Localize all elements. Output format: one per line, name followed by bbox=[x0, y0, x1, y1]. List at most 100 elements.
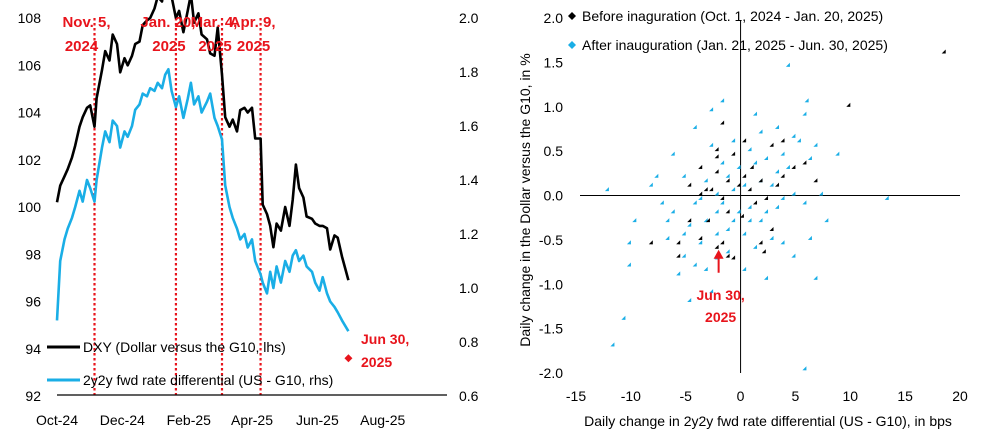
legend-after-label: After inauguration (Jan. 21, 2025 - Jun.… bbox=[582, 37, 888, 53]
before-point bbox=[764, 195, 769, 200]
after-point bbox=[720, 200, 725, 205]
after-point bbox=[807, 235, 812, 240]
before-point bbox=[725, 209, 730, 214]
x-tick-label: Jun-25 bbox=[296, 412, 339, 428]
before-point bbox=[648, 240, 653, 245]
after-point bbox=[731, 138, 736, 143]
left-axis-tick-labels: 92 94 96 98 100 102 104 106 108 bbox=[18, 10, 42, 404]
after-point bbox=[665, 235, 670, 240]
scatter-y-axis-label: Daily change in the Dollar versus the G1… bbox=[517, 53, 533, 346]
after-point bbox=[764, 275, 769, 280]
right-tick-label: 1.8 bbox=[459, 64, 479, 80]
right-tick-label: 2.0 bbox=[459, 10, 479, 26]
after-point bbox=[714, 191, 719, 196]
after-point bbox=[626, 262, 631, 267]
after-point bbox=[813, 142, 818, 147]
legend-dxy-label: DXY (Dollar versus the G10, lhs) bbox=[83, 339, 286, 355]
after-point bbox=[775, 169, 780, 174]
end-annotation-year: 2025 bbox=[361, 354, 392, 370]
before-point bbox=[739, 213, 744, 218]
event-label-year: 2025 bbox=[198, 38, 231, 55]
after-point bbox=[780, 151, 785, 156]
after-point bbox=[747, 218, 752, 223]
after-point bbox=[884, 195, 889, 200]
after-point bbox=[714, 231, 719, 236]
after-point bbox=[626, 240, 631, 245]
after-point bbox=[676, 271, 681, 276]
after-point bbox=[654, 173, 659, 178]
scatter-y-tick-label: -2.0 bbox=[539, 365, 563, 381]
before-point bbox=[698, 164, 703, 169]
x-tick-label: Aug-25 bbox=[360, 412, 405, 428]
before-point bbox=[753, 200, 758, 205]
scatter-y-tick-label: -0.5 bbox=[539, 232, 563, 248]
scatter-y-tick-label: 1.5 bbox=[544, 54, 564, 70]
scatter-annotation: Jun 30, 2025 bbox=[697, 249, 745, 325]
before-point bbox=[769, 227, 774, 232]
after-point bbox=[802, 366, 807, 371]
scatter-x-axis-label: Daily change in 2y2y fwd rate differenti… bbox=[584, 413, 952, 429]
after-point bbox=[604, 187, 609, 192]
after-point bbox=[725, 173, 730, 178]
after-point bbox=[725, 249, 730, 254]
after-point bbox=[681, 173, 686, 178]
end-annotation-date: Jun 30, bbox=[361, 331, 409, 347]
right-tick-label: 1.2 bbox=[459, 226, 479, 242]
before-point bbox=[791, 164, 796, 169]
after-point bbox=[687, 298, 692, 303]
after-point bbox=[709, 107, 714, 112]
before-point bbox=[676, 253, 681, 258]
after-point bbox=[747, 147, 752, 152]
right-tick-label: 1.4 bbox=[459, 172, 479, 188]
legend-before-label: Before inaguration (Oct. 1, 2024 - Jan. … bbox=[582, 8, 883, 24]
dxy-line bbox=[55, 0, 350, 281]
annotation-date: Jun 30, bbox=[697, 287, 745, 303]
before-point bbox=[714, 154, 719, 159]
after-point bbox=[764, 209, 769, 214]
x-tick-label: Feb-25 bbox=[167, 412, 212, 428]
after-point bbox=[720, 98, 725, 103]
after-point bbox=[698, 195, 703, 200]
scatter-y-tick-label: -1.0 bbox=[539, 276, 563, 292]
annotation-year: 2025 bbox=[705, 309, 736, 325]
after-point bbox=[731, 187, 736, 192]
event-label-year: 2025 bbox=[152, 38, 185, 55]
before-point bbox=[769, 142, 774, 147]
before-point bbox=[714, 169, 719, 174]
after-point bbox=[835, 151, 840, 156]
left-tick-label: 106 bbox=[18, 57, 42, 73]
differential-line bbox=[55, 68, 350, 332]
x-tick-label: Apr-25 bbox=[231, 412, 273, 428]
right-tick-label: 1.6 bbox=[459, 118, 479, 134]
after-point bbox=[714, 209, 719, 214]
after-point bbox=[775, 204, 780, 209]
scatter-chart-panel: -2.0 -1.5 -1.0 -0.5 0.0 0.5 1.0 1.5 2.0 -15 -10 -5… bbox=[517, 8, 968, 429]
before-point bbox=[736, 182, 741, 187]
after-point bbox=[731, 218, 736, 223]
end-annotation: Jun 30, 2025 bbox=[344, 331, 409, 370]
line-series-group bbox=[55, 0, 350, 332]
event-label-date: Nov. 5, bbox=[62, 14, 110, 31]
scatter-x-tick-label: 10 bbox=[842, 388, 858, 404]
before-point bbox=[758, 240, 763, 245]
right-tick-label: 1.0 bbox=[459, 280, 479, 296]
after-point bbox=[681, 253, 686, 258]
before-point bbox=[742, 173, 747, 178]
scatter-y-tick-labels: -2.0 -1.5 -1.0 -0.5 0.0 0.5 1.0 1.5 2.0 bbox=[539, 10, 563, 381]
after-point bbox=[659, 200, 664, 205]
scatter-y-tick-label: 2.0 bbox=[544, 10, 564, 26]
before-point bbox=[742, 138, 747, 143]
after-point bbox=[709, 142, 714, 147]
after-point bbox=[796, 138, 801, 143]
after-point bbox=[720, 160, 725, 165]
after-point bbox=[692, 124, 697, 129]
after-point bbox=[807, 156, 812, 161]
x-axis-tick-labels: Oct-24 Dec-24 Feb-25 Apr-25 Jun-25 Aug-25 bbox=[36, 412, 406, 428]
after-point bbox=[780, 240, 785, 245]
left-tick-label: 92 bbox=[25, 388, 41, 404]
after-point bbox=[610, 342, 615, 347]
